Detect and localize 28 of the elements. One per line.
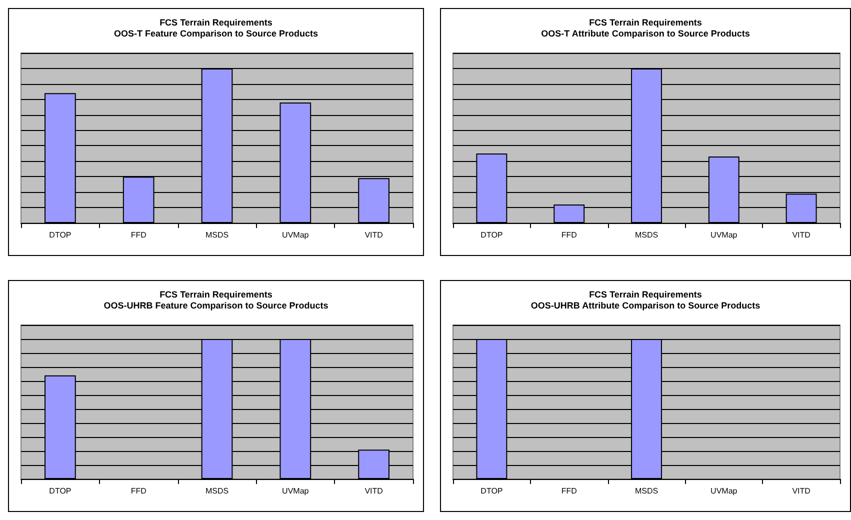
x-tick-label: UVMap — [710, 230, 738, 240]
chart-subtitle: OOS-T Attribute Comparison to Source Products — [541, 28, 750, 38]
chart-title: FCS Terrain Requirements — [589, 290, 702, 300]
x-tick-label: VITD — [792, 230, 811, 240]
chart-subtitle: OOS-UHRB Attribute Comparison to Source Products — [530, 300, 760, 310]
x-tick-label: MSDS — [205, 486, 229, 496]
x-tick-label: VITD — [792, 486, 811, 496]
x-tick-label: FFD — [561, 230, 578, 240]
x-tick-label: DTOP — [480, 486, 503, 496]
x-tick-label: UVMap — [282, 230, 310, 240]
chart-title: FCS Terrain Requirements — [589, 18, 702, 28]
chart-subtitle: OOS-T Feature Comparison to Source Products — [114, 28, 318, 38]
chart-title: FCS Terrain Requirements — [160, 290, 272, 300]
x-tick-label: VITD — [364, 230, 384, 240]
x-tick-label: DTOP — [49, 230, 72, 240]
x-tick-label: MSDS — [634, 486, 658, 496]
x-tick-label: UVMap — [710, 486, 738, 496]
chart-subtitle: OOS-UHRB Feature Comparison to Source Products — [104, 300, 328, 310]
chart-title: FCS Terrain Requirements — [160, 18, 272, 28]
x-tick-label: UVMap — [282, 486, 310, 496]
x-tick-label: DTOP — [49, 486, 72, 496]
x-tick-label: VITD — [364, 486, 384, 496]
x-tick-label: MSDS — [634, 230, 658, 240]
x-tick-label: FFD — [561, 486, 578, 496]
x-tick-label: FFD — [130, 486, 147, 496]
x-tick-label: MSDS — [205, 230, 229, 240]
x-tick-label: FFD — [130, 230, 147, 240]
x-tick-label: DTOP — [480, 230, 503, 240]
